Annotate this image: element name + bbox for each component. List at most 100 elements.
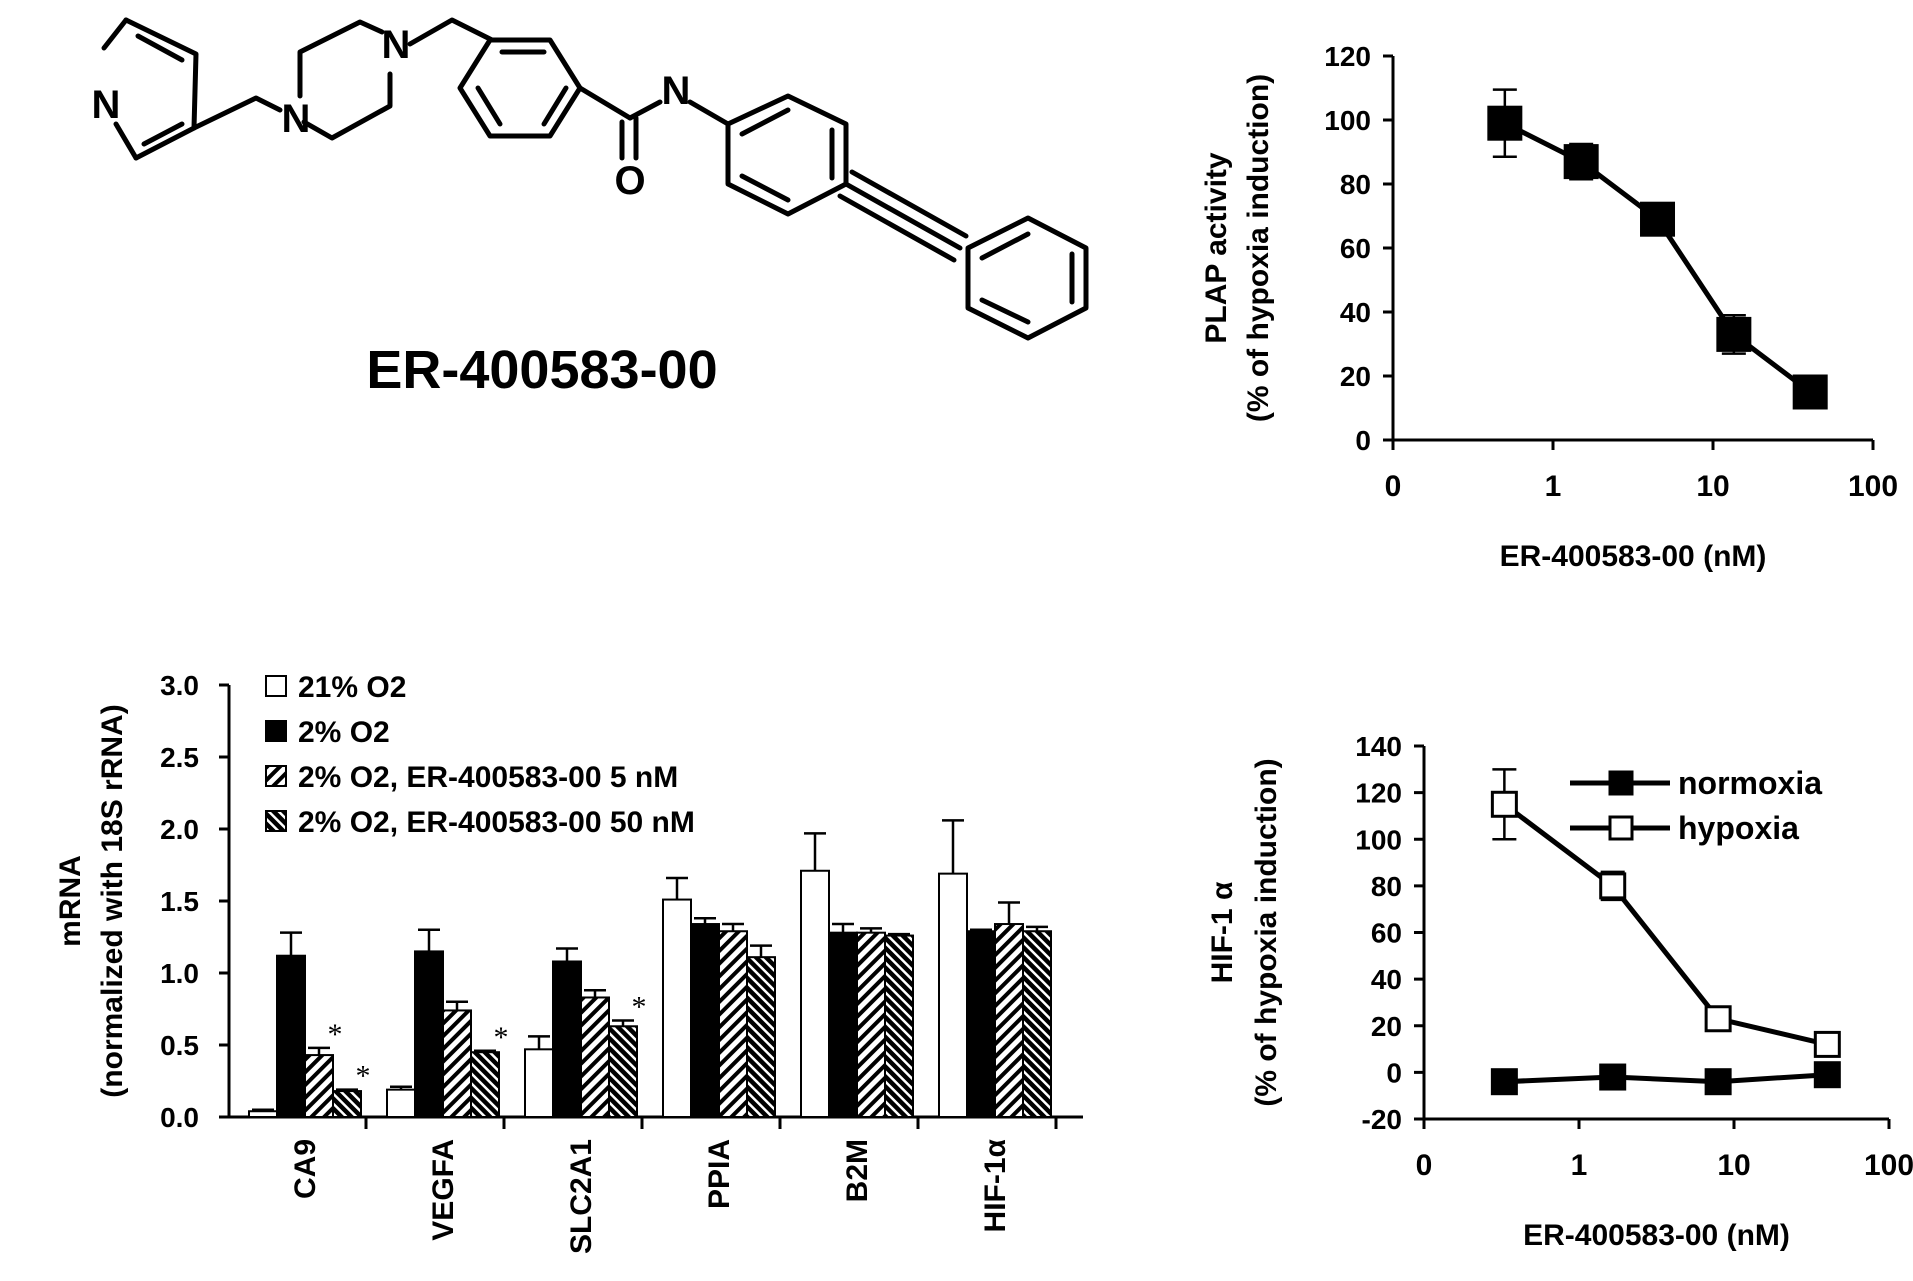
amide-aryl-bond xyxy=(687,99,731,127)
legend-label: 2% O2 xyxy=(298,716,390,749)
x-tick-label: 0 xyxy=(1416,1149,1433,1182)
alkyne-bond-a xyxy=(843,181,963,251)
bar-white xyxy=(248,1110,278,1118)
benzene-1-double-b xyxy=(541,85,569,127)
series-line-hypoxia xyxy=(1502,802,1828,1047)
bar-white xyxy=(524,1048,554,1118)
data-point-normoxia xyxy=(1813,1061,1841,1089)
legend-swatch xyxy=(265,765,287,787)
x-tick-label: 100 xyxy=(1848,470,1898,503)
y-axis-label-line-2: (% of hypoxia induction) xyxy=(1250,758,1283,1106)
pyridine-bond-n xyxy=(101,17,129,51)
bar-black xyxy=(690,923,720,1118)
legend-swatch xyxy=(265,675,287,697)
x-category-label: VEGFA xyxy=(427,1139,460,1241)
x-tick-label: 10 xyxy=(1717,1149,1750,1182)
pyridyl-ch2-bond xyxy=(196,20,258,96)
bar-white xyxy=(386,1088,416,1119)
y-tick-label: 1.0 xyxy=(160,958,199,989)
x-category-label: SLC2A1 xyxy=(565,1139,598,1254)
bar-black xyxy=(966,930,996,1118)
y-axis-label-line-2: (% of hypoxia induction) xyxy=(1242,74,1275,422)
bar-black xyxy=(828,931,858,1118)
piperazine-right xyxy=(301,71,393,141)
y-tick-label: 0.5 xyxy=(160,1030,199,1061)
alkyne-bond-b xyxy=(849,169,969,239)
bar-white xyxy=(800,869,830,1119)
x-tick-label: 0 xyxy=(1385,470,1402,503)
atom-label-amide-o: O xyxy=(614,159,645,203)
x-category-label: PPIA xyxy=(703,1139,736,1209)
plap-dose-response-chart: 0 20 40 60 80 100 120 0 1 10 100 ER-400583-00 (nM) P… xyxy=(1200,41,1898,573)
bar-hatch-light xyxy=(442,1009,472,1118)
y-tick-label: 60 xyxy=(1371,918,1402,949)
benzyl-ch2-bond xyxy=(407,17,495,47)
carbonyl-bond xyxy=(577,85,633,121)
y-tick-label: 40 xyxy=(1340,297,1371,328)
y-tick-label: 20 xyxy=(1371,1011,1402,1042)
bar-black xyxy=(552,960,582,1118)
x-category-label: HIF-1α xyxy=(979,1138,1012,1232)
y-tick-label: 2.0 xyxy=(160,814,199,845)
y-tick-label: 80 xyxy=(1371,871,1402,902)
y-tick-label: 0 xyxy=(1355,425,1371,456)
benzene-ring-1 xyxy=(457,37,583,139)
y-tick-label: 40 xyxy=(1371,964,1402,995)
bar-hatch-dense xyxy=(608,1025,638,1119)
x-tick-label: 100 xyxy=(1864,1149,1913,1182)
series-line-data xyxy=(1503,120,1812,394)
x-category-label: B2M xyxy=(841,1139,874,1202)
data-point-data xyxy=(1487,105,1523,141)
pyridine-double-2 xyxy=(141,121,185,147)
data-point-normoxia xyxy=(1599,1063,1627,1091)
significance-star: * xyxy=(494,1021,509,1054)
data-point-data xyxy=(1640,201,1676,237)
bar-hatch-dense xyxy=(470,1051,500,1118)
chemical-structure xyxy=(101,17,1089,341)
benzene-2-double-c xyxy=(739,173,791,203)
benzene-1-double-c xyxy=(475,85,503,127)
compound-name: ER-400583-00 xyxy=(366,340,717,400)
y-tick-label: 0 xyxy=(1386,1057,1402,1088)
x-tick-label: 10 xyxy=(1696,470,1729,503)
mrna-bar-chart: 0.0 0.5 1.0 1.5 2.0 2.5 3.0 mRNA (normalized wit… xyxy=(54,670,1083,1254)
bar-hatch-dense xyxy=(746,956,776,1118)
data-point-hypoxia xyxy=(1813,1030,1841,1058)
amide-bond xyxy=(627,99,663,121)
data-point-data xyxy=(1563,144,1599,180)
significance-star: * xyxy=(356,1060,371,1093)
y-tick-label: 80 xyxy=(1340,169,1371,200)
bar-black xyxy=(414,950,444,1119)
y-tick-label: 0.0 xyxy=(160,1102,199,1133)
bar-hatch-light xyxy=(994,923,1024,1118)
y-tick-label: 1.5 xyxy=(160,886,199,917)
y-axis-label-line-2: (normalized with 18S rRNA) xyxy=(96,704,129,1097)
data-point-hypoxia xyxy=(1490,790,1518,818)
x-axis-label: ER-400583-00 (nM) xyxy=(1500,540,1767,573)
legend-label: 2% O2, ER-400583-00 50 nM xyxy=(298,806,695,839)
data-point-data xyxy=(1792,374,1828,410)
phenyl-double-c xyxy=(979,297,1031,325)
bar-black xyxy=(276,954,306,1118)
data-point-normoxia xyxy=(1704,1068,1732,1096)
y-tick-label: 140 xyxy=(1355,731,1402,762)
benzene-2-double-a xyxy=(739,107,791,137)
bar-hatch-light xyxy=(580,996,610,1118)
bar-hatch-dense xyxy=(884,934,914,1118)
legend-label: 2% O2, ER-400583-00 5 nM xyxy=(298,761,678,794)
data-point-hypoxia xyxy=(1599,872,1627,900)
legend-swatch xyxy=(265,720,287,742)
atom-label-piperazine-n1: N xyxy=(282,97,311,141)
benzene-ring-2 xyxy=(725,93,849,217)
y-tick-label: 2.5 xyxy=(160,742,199,773)
y-axis-label-line-1: PLAP activity xyxy=(1200,152,1233,344)
bar-hatch-dense xyxy=(1022,930,1052,1118)
y-tick-label: 100 xyxy=(1324,105,1371,136)
atom-label-pyridine-n: N xyxy=(92,83,121,127)
bar-hatch-dense xyxy=(332,1090,362,1118)
x-tick-label: 1 xyxy=(1571,1149,1588,1182)
legend-label: hypoxia xyxy=(1678,810,1799,846)
bar-white xyxy=(662,898,692,1118)
data-point-hypoxia xyxy=(1704,1005,1732,1033)
legend-label: normoxia xyxy=(1678,765,1822,801)
